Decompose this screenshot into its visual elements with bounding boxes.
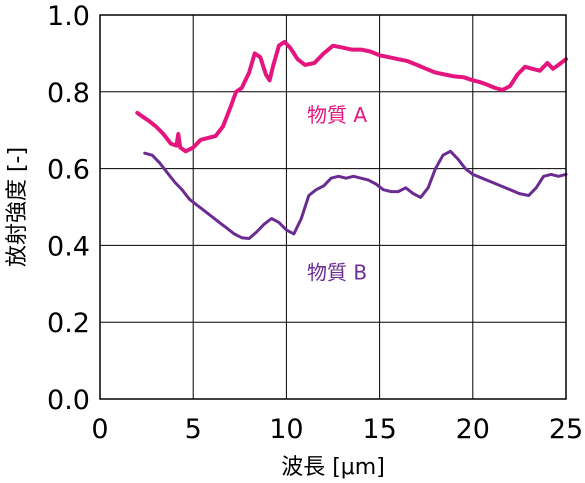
series-label-a: 物質 A <box>307 103 367 127</box>
x-axis-title: 波長 [μm] <box>281 455 385 480</box>
series-layer <box>135 39 568 240</box>
x-tick-label: 0 <box>91 414 108 445</box>
x-tick-label: 20 <box>456 414 490 445</box>
series-line-b <box>143 149 568 240</box>
y-tick-label: 0.4 <box>47 231 90 262</box>
y-tick-label: 0.8 <box>47 78 90 109</box>
x-tick-label: 25 <box>549 414 583 445</box>
series-label-b: 物質 B <box>307 260 367 284</box>
plot-border <box>99 14 567 400</box>
y-tick-label: 1.0 <box>47 1 90 32</box>
x-tick-label: 10 <box>269 414 303 445</box>
plot-frame <box>99 14 567 400</box>
y-tick-label: 0.6 <box>47 155 90 186</box>
tick-labels: 0 5 10 15 20 25 0.0 0.2 0.4 0.6 0.8 1.0 <box>47 1 583 445</box>
grid <box>99 14 567 400</box>
series-labels: 物質 A 物質 B <box>307 103 367 284</box>
series-line-a <box>135 39 568 154</box>
y-tick-label: 0.2 <box>47 308 90 339</box>
y-tick-label: 0.0 <box>47 385 90 416</box>
x-tick-label: 15 <box>362 414 396 445</box>
y-axis-title: 放射強度 [-] <box>5 147 30 267</box>
x-tick-label: 5 <box>185 414 202 445</box>
